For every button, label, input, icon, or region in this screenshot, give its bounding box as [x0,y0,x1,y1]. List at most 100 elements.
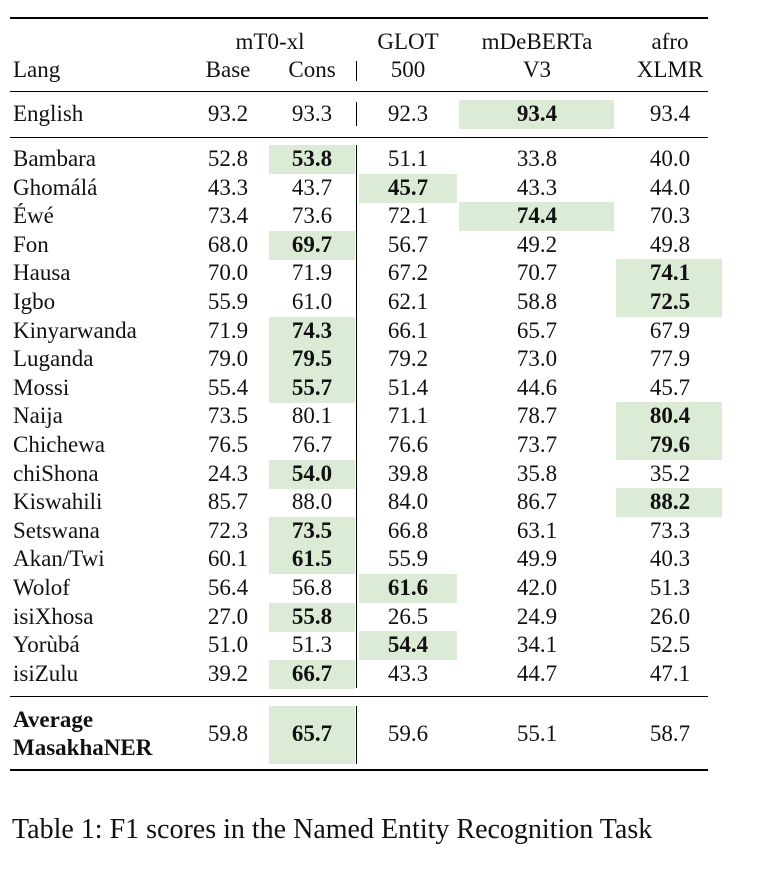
row-value: 66.1 [387,317,429,343]
row-value: 74.4 [516,203,558,229]
best-score-highlight [616,488,722,518]
row-value: 43.3 [387,660,429,686]
row-value: 49.9 [516,546,558,572]
row-value: 53.8 [291,146,333,171]
row-value: 45.7 [649,374,691,400]
row-lang: Igbo [13,289,56,314]
row-value: 55.8 [291,603,333,629]
best-score-highlight [269,459,355,489]
mid-rule [10,137,708,138]
row-lang: isiZulu [13,660,79,686]
average-rule [10,696,708,697]
row-value: 61.5 [291,546,333,572]
header-col-0-line2: Base [205,57,251,82]
row-value: 79.5 [291,346,333,372]
row-value: 62.1 [387,289,429,314]
row-value: 40.3 [649,546,691,572]
average-value: 59.8 [207,721,249,746]
row-value: 54.0 [291,460,333,486]
row-value: 51.1 [387,146,429,171]
row-value: 88.2 [649,489,691,515]
row-value: 39.8 [387,460,429,486]
row-value: 44.6 [516,374,558,400]
row-value: 51.0 [207,632,249,658]
row-value: 66.7 [291,660,333,686]
row-value: 79.6 [649,432,691,457]
column-separator [356,706,357,764]
row-value: 56.4 [207,575,249,600]
row-value: 24.3 [207,460,249,486]
row-value: 70.3 [649,203,691,229]
row-value: 52.5 [649,632,691,658]
average-value: 55.1 [516,721,558,746]
header-group-mt0: mT0-xl [235,29,305,54]
row-lang: Wolof [13,575,70,600]
row-value: 92.3 [387,101,429,126]
row-value: 24.9 [516,603,558,629]
best-score-highlight [269,345,355,375]
row-value: 76.7 [291,432,333,457]
best-score-highlight [269,316,355,346]
row-value: 56.7 [387,231,429,257]
row-value: 68.0 [207,231,249,257]
row-value: 49.2 [516,231,558,257]
header-col-4-line1: afro [651,29,689,54]
row-value: 45.7 [387,174,429,200]
row-lang: Setswana [13,517,100,543]
row-value: 73.5 [207,403,249,429]
row-value: 76.6 [387,432,429,457]
header-col-1-line2: Cons [288,57,336,82]
row-lang: Éwé [13,203,54,229]
row-value: 44.7 [516,660,558,686]
row-value: 73.4 [207,203,249,229]
header-col-3-line1: mDeBERTa [481,29,593,54]
header-col-3-line2: V3 [522,57,552,82]
row-lang: Bambara [13,146,97,171]
best-score-highlight [616,402,722,432]
row-value: 76.5 [207,432,249,457]
header-col-2-line1: GLOT [377,29,439,54]
row-value: 72.3 [207,517,249,543]
average-label-line2: MasakhaNER [13,735,153,760]
best-score-highlight [459,100,614,129]
row-value: 71.9 [207,317,249,343]
row-value: 55.4 [207,374,249,400]
row-lang: Yorùbá [13,632,80,658]
row-lang: Fon [13,231,49,257]
top-rule [10,17,708,19]
row-lang: Ghomálá [13,174,98,200]
best-score-highlight [359,574,457,603]
row-lang: Chichewa [13,432,105,457]
average-value: 65.7 [291,721,333,746]
best-score-highlight [269,706,355,764]
header-rule [10,91,708,92]
row-lang: English [13,101,84,126]
best-score-highlight [616,259,722,289]
row-value: 27.0 [207,603,249,629]
row-value: 66.8 [387,517,429,543]
bottom-rule [10,769,708,771]
best-score-highlight [269,516,355,546]
row-value: 55.9 [207,289,249,314]
row-value: 73.5 [291,517,333,543]
row-lang: Akan/Twi [13,546,105,572]
average-value: 58.7 [649,721,691,746]
row-value: 54.4 [387,632,429,658]
row-value: 71.9 [291,260,333,286]
row-value: 51.3 [649,575,691,600]
row-value: 69.7 [291,231,333,257]
header-col-4-line2: XLMR [636,57,704,82]
row-value: 39.2 [207,660,249,686]
row-value: 73.0 [516,346,558,372]
row-value: 88.0 [291,489,333,515]
row-value: 77.9 [649,346,691,372]
row-value: 63.1 [516,517,558,543]
best-score-highlight [269,545,355,575]
row-lang: Hausa [13,260,71,286]
row-value: 93.4 [516,101,558,126]
row-value: 86.7 [516,489,558,515]
row-value: 78.7 [516,403,558,429]
column-separator [356,102,357,126]
row-value: 42.0 [516,575,558,600]
row-value: 60.1 [207,546,249,572]
